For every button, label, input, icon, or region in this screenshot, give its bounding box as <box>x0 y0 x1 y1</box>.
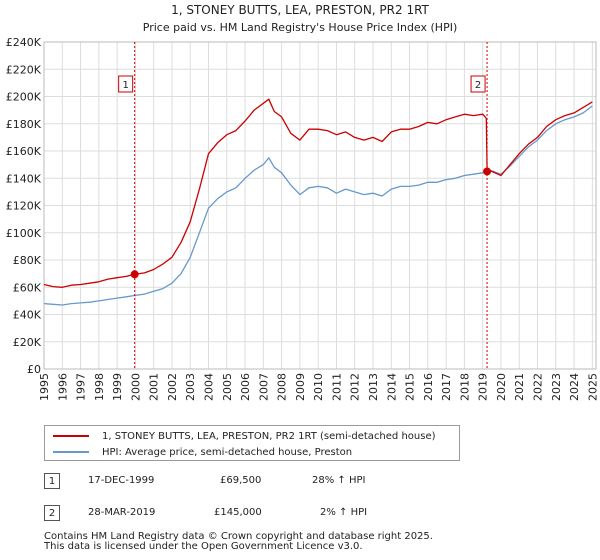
x-tick-label: 1998 <box>93 373 106 401</box>
y-tick-label: £40K <box>13 309 42 322</box>
x-tick-label: 2006 <box>239 373 252 401</box>
y-tick-label: £100K <box>6 227 42 240</box>
footer-copyright: Contains HM Land Registry data © Crown c… <box>44 531 433 542</box>
transaction-date: 17-DEC-1999 <box>88 475 155 486</box>
legend-swatch-property <box>53 435 89 437</box>
y-tick-label: £80K <box>13 254 42 267</box>
price-chart: 1, STONEY BUTTS, LEA, PRESTON, PR2 1RT P… <box>6 3 600 401</box>
x-tick-label: 2015 <box>404 373 417 401</box>
property-price-line <box>43 98 593 288</box>
legend-item-property: 1, STONEY BUTTS, LEA, PRESTON, PR2 1RT (… <box>53 428 436 444</box>
transaction-price: £145,000 <box>214 507 262 518</box>
transaction-row: 1 17-DEC-1999 £69,500 28% ↑ HPI <box>44 473 444 491</box>
x-tick-label: 2011 <box>330 373 343 401</box>
grid <box>43 41 596 370</box>
legend-item-hpi: HPI: Average price, semi-detached house,… <box>53 444 352 460</box>
y-tick-label: £160K <box>6 145 42 158</box>
x-tick-label: 2020 <box>495 373 508 401</box>
x-tick-label: 2023 <box>550 373 563 401</box>
transaction-marker-label: 2 <box>475 80 481 91</box>
x-tick-label: 1996 <box>56 373 69 401</box>
x-tick-label: 2002 <box>166 373 179 401</box>
x-tick-label: 1995 <box>38 373 51 401</box>
transaction-number: 2 <box>44 505 60 521</box>
x-tick-label: 2005 <box>221 373 234 401</box>
y-tick-label: £220K <box>6 63 42 76</box>
y-tick-label: £0 <box>27 363 41 376</box>
y-tick-label: £120K <box>6 200 42 213</box>
y-tick-label: £60K <box>13 281 42 294</box>
x-tick-label: 2019 <box>477 373 490 401</box>
y-tick-label: £180K <box>6 118 42 131</box>
x-tick-label: 2014 <box>385 373 398 401</box>
x-tick-label: 1997 <box>75 373 88 401</box>
x-tick-label: 2025 <box>586 373 599 401</box>
footer: Contains HM Land Registry data © Crown c… <box>44 532 433 552</box>
series-lines <box>43 98 593 306</box>
y-tick-label: £20K <box>13 336 42 349</box>
transaction-hpi: 28% ↑ HPI <box>312 475 366 486</box>
chart-title: 1, STONEY BUTTS, LEA, PRESTON, PR2 1RT <box>171 3 429 17</box>
legend: 1, STONEY BUTTS, LEA, PRESTON, PR2 1RT (… <box>44 425 460 461</box>
x-tick-label: 2016 <box>422 373 435 401</box>
y-tick-label: £200K <box>6 91 42 104</box>
x-tick-label: 2010 <box>312 373 325 401</box>
legend-label-hpi: HPI: Average price, semi-detached house,… <box>102 446 353 458</box>
x-tick-label: 2024 <box>568 373 581 401</box>
x-tick-label: 2008 <box>276 373 289 401</box>
x-tick-label: 2004 <box>203 373 216 401</box>
x-tick-label: 2007 <box>257 373 270 401</box>
axes: £0 £20K £40K £60K £80K £100K £120K £140K £160K £1… <box>6 36 600 401</box>
transaction-price: £69,500 <box>220 475 262 486</box>
x-tick-label: 2018 <box>458 373 471 401</box>
footer-licence: This data is licensed under the Open Gov… <box>44 541 363 552</box>
x-tick-label: 2022 <box>532 373 545 401</box>
transaction-marker-label: 1 <box>122 80 128 91</box>
transaction-number: 1 <box>44 473 60 489</box>
x-tick-label: 2000 <box>129 373 142 401</box>
x-tick-label: 2003 <box>184 373 197 401</box>
x-tick-label: 1999 <box>111 373 124 401</box>
x-tick-label: 2017 <box>440 373 453 401</box>
x-tick-label: 2009 <box>294 373 307 401</box>
plot-border <box>43 41 597 370</box>
transaction-point <box>483 167 492 176</box>
x-tick-label: 2012 <box>349 373 362 401</box>
legend-label-property: 1, STONEY BUTTS, LEA, PRESTON, PR2 1RT (… <box>102 430 436 442</box>
transaction-marker-box <box>118 75 134 93</box>
transaction-marker-box <box>470 75 486 93</box>
y-tick-label: £240K <box>6 36 42 49</box>
hpi-line <box>43 105 593 306</box>
x-tick-label: 2001 <box>148 373 161 401</box>
transaction-row: 2 28-MAR-2019 £145,000 2% ↑ HPI <box>44 505 444 523</box>
x-tick-label: 2021 <box>513 373 526 401</box>
transaction-hpi: 2% ↑ HPI <box>320 507 368 518</box>
chart-subtitle: Price paid vs. HM Land Registry's House … <box>143 21 458 34</box>
x-tick-label: 2013 <box>367 373 380 401</box>
transaction-point <box>130 270 139 279</box>
transaction-date: 28-MAR-2019 <box>88 507 156 518</box>
y-tick-label: £140K <box>6 172 42 185</box>
legend-swatch-hpi <box>53 451 89 453</box>
